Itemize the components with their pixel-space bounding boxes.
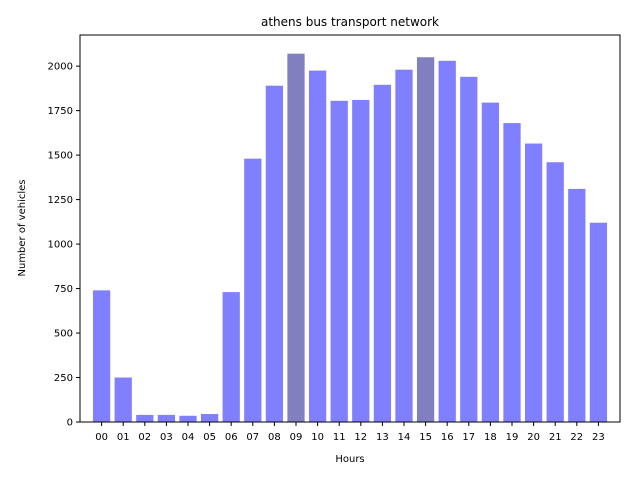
bar-14 (395, 69, 413, 422)
x-tick-label: 11 (333, 432, 346, 443)
x-tick-label: 20 (527, 432, 540, 443)
bars-group (92, 53, 608, 423)
x-tick-label: 14 (398, 432, 411, 443)
bar-13 (373, 84, 392, 422)
x-tick-label: 19 (506, 432, 519, 443)
bar-10 (308, 70, 327, 422)
x-tick-label: 06 (225, 432, 238, 443)
x-tick-label: 22 (570, 432, 583, 443)
x-axis-label: Hours (335, 454, 364, 465)
chart-title: athens bus transport network (261, 15, 439, 29)
bar-20 (524, 143, 543, 423)
x-tick-label: 08 (268, 432, 281, 443)
bar-23 (589, 222, 608, 422)
y-tick-label: 1500 (48, 151, 73, 162)
x-tick-label: 05 (203, 432, 216, 443)
x-tick-label: 16 (441, 432, 454, 443)
x-tick-label: 07 (246, 432, 259, 443)
bar-09 (287, 53, 305, 423)
plot-frame (79, 34, 621, 423)
x-tick-label: 02 (138, 432, 151, 443)
bar-12 (352, 99, 370, 422)
x-axis-ticks: 00 01 02 03 04 05 06 07 08 09 10 11 12 13 14 15 16 17 18 19… (95, 422, 605, 443)
y-tick-label: 750 (54, 284, 73, 295)
y-tick-label: 1250 (48, 195, 73, 206)
bar-16 (438, 60, 456, 423)
bar-03 (157, 414, 176, 422)
x-tick-label: 03 (160, 432, 173, 443)
y-tick-label: 1750 (48, 106, 73, 117)
bar-06 (222, 292, 240, 422)
x-tick-label: 12 (354, 432, 367, 443)
bar-11 (330, 100, 348, 422)
bar-05 (200, 413, 219, 422)
x-tick-label: 23 (592, 432, 605, 443)
y-tick-label: 0 (67, 418, 73, 429)
y-tick-label: 250 (54, 373, 73, 384)
x-tick-label: 10 (311, 432, 324, 443)
x-tick-label: 09 (290, 432, 303, 443)
x-tick-label: 15 (419, 432, 432, 443)
x-tick-label: 17 (462, 432, 475, 443)
bar-08 (265, 85, 284, 423)
bar-17 (460, 76, 478, 422)
bar-01 (114, 377, 132, 422)
x-tick-label: 04 (182, 432, 195, 443)
y-axis-ticks: 0 250 500 750 1000 1250 1500 1750 2000 (48, 62, 80, 429)
y-tick-label: 2000 (48, 62, 73, 73)
y-axis-label: Number of vehicles (17, 180, 28, 277)
bar-21 (546, 162, 564, 422)
y-tick-label: 500 (54, 329, 73, 340)
bar-04 (179, 415, 197, 422)
bar-22 (568, 188, 586, 422)
x-tick-label: 00 (95, 432, 108, 443)
bar-19 (503, 123, 521, 422)
bar-02 (136, 414, 154, 422)
bar-18 (481, 102, 500, 423)
x-tick-label: 01 (117, 432, 130, 443)
y-tick-label: 1000 (48, 240, 73, 251)
x-tick-label: 13 (376, 432, 389, 443)
bar-07 (244, 158, 262, 422)
x-tick-label: 18 (484, 432, 497, 443)
x-tick-label: 21 (549, 432, 562, 443)
bar-15 (416, 57, 435, 423)
bar-00 (92, 290, 111, 422)
